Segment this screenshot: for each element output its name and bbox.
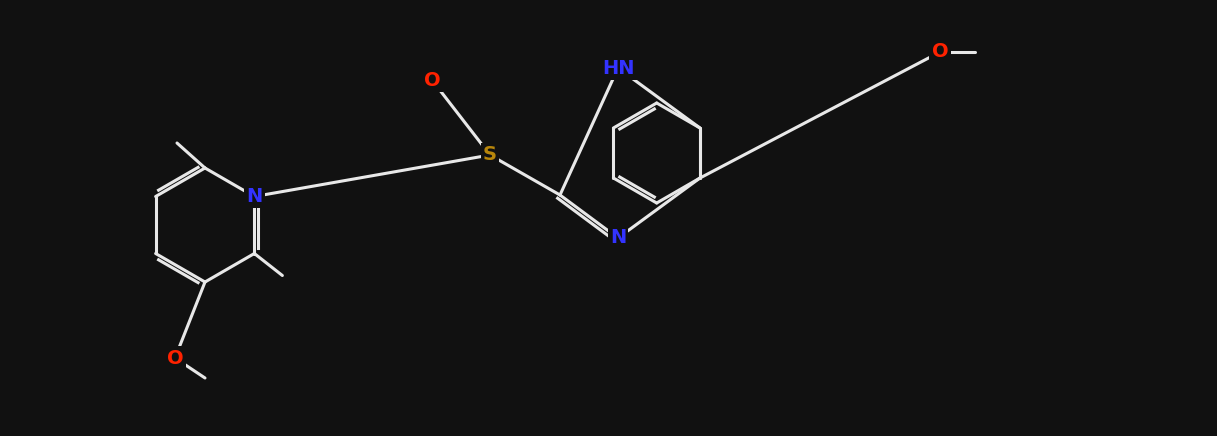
Text: O: O: [932, 42, 948, 61]
Text: N: N: [610, 228, 626, 248]
Text: N: N: [246, 187, 263, 206]
Text: O: O: [424, 71, 441, 89]
Text: S: S: [483, 146, 497, 164]
Text: HN: HN: [601, 58, 634, 78]
Text: O: O: [167, 348, 184, 368]
